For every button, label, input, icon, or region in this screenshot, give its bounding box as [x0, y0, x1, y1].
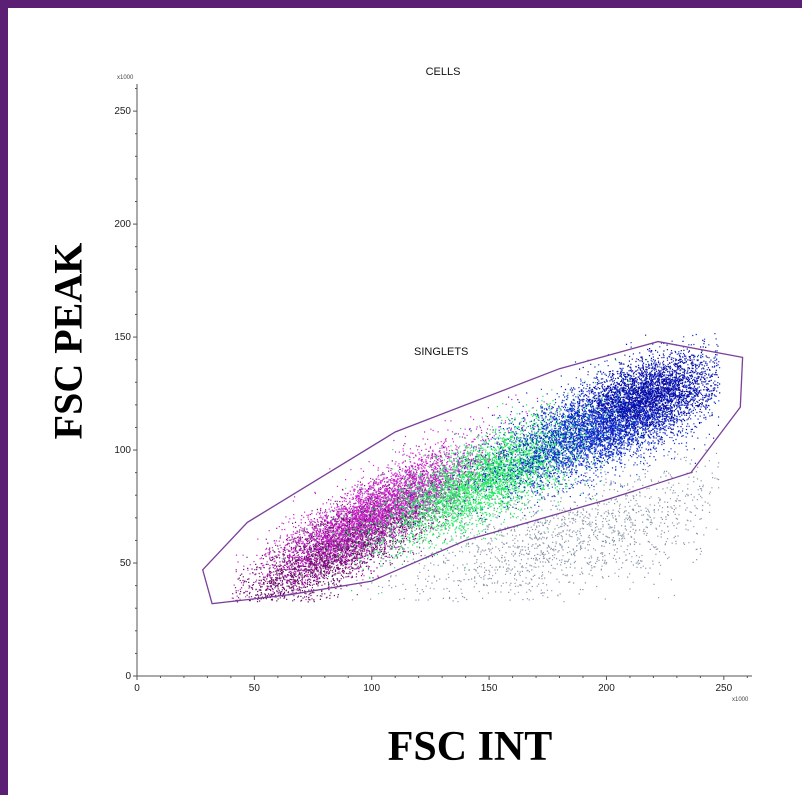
x-tick-label: 100: [363, 683, 380, 694]
y-tick-label: 200: [114, 219, 131, 230]
x-tick-label: 250: [715, 683, 732, 694]
population-green: [281, 358, 658, 595]
singlets-gate[interactable]: [201, 340, 744, 605]
event-dots: [231, 333, 721, 603]
y-axis-multiplier: x1000: [117, 75, 134, 81]
y-tick-label: 250: [114, 106, 131, 117]
y-tick-label: 0: [125, 671, 131, 682]
x-tick-label: 0: [134, 683, 140, 694]
x-tick-label: 200: [598, 683, 615, 694]
x-axis-multiplier: x1000: [732, 697, 749, 703]
population-navy: [523, 334, 721, 463]
x-tick-label: 50: [249, 683, 261, 694]
y-axis-title: FSC PEAK: [45, 242, 91, 440]
population-events: [281, 358, 658, 595]
x-axis-title: FSC INT: [387, 724, 553, 770]
population-events: [523, 334, 721, 463]
chart-title: CELLS: [426, 66, 461, 78]
y-tick-label: 150: [114, 332, 131, 343]
x-tick-label: 150: [481, 683, 498, 694]
axis-ticks: 0 50 100 150 200 250 0 50 100 150 200 250: [114, 88, 748, 694]
y-tick-label: 50: [120, 558, 132, 569]
gate-label-singlets: SINGLETS: [414, 346, 468, 358]
y-tick-label: 100: [114, 445, 131, 456]
axes: 0 50 100 150 200 250 0 50 100 150 200 250: [114, 84, 752, 694]
